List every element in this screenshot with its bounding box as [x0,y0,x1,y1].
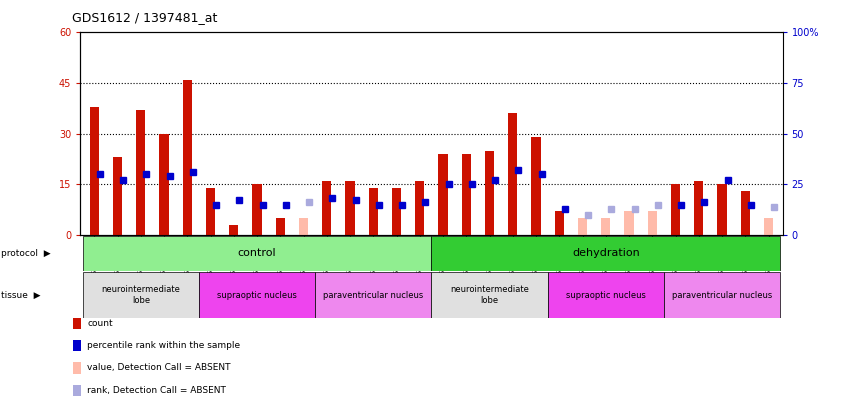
Bar [392,188,401,235]
Text: neurointermediate
lobe: neurointermediate lobe [102,286,180,305]
Text: neurointermediate
lobe: neurointermediate lobe [450,286,529,305]
Text: tissue  ▶: tissue ▶ [1,290,41,300]
Text: supraoptic nucleus: supraoptic nucleus [566,290,645,300]
Bar [648,211,657,235]
Bar [199,272,316,318]
Bar [83,236,431,271]
Text: GDS1612 / 1397481_at: GDS1612 / 1397481_at [72,11,217,24]
Text: paraventricular nucleus: paraventricular nucleus [323,290,424,300]
Bar [73,385,81,396]
Bar [136,110,146,235]
Bar [252,184,261,235]
Bar [113,157,122,235]
Text: supraoptic nucleus: supraoptic nucleus [217,290,297,300]
Bar [717,184,727,235]
Bar [671,184,680,235]
Bar [624,211,634,235]
Bar [695,181,704,235]
Bar [664,272,780,318]
Text: dehydration: dehydration [572,248,640,258]
Bar [578,218,587,235]
Bar [73,340,81,351]
Bar [602,218,611,235]
Bar [431,236,780,271]
Bar [547,272,664,318]
Bar [345,181,354,235]
Bar [73,318,81,329]
Bar [316,272,431,318]
Text: value, Detection Call = ABSENT: value, Detection Call = ABSENT [87,363,231,372]
Bar [299,218,308,235]
Bar [555,211,564,235]
Bar [183,80,192,235]
Bar [90,107,99,235]
Bar [229,225,239,235]
Bar [438,154,448,235]
Bar [83,272,199,318]
Text: percentile rank within the sample: percentile rank within the sample [87,341,240,350]
Bar [276,218,285,235]
Bar [73,362,81,373]
Bar [462,154,471,235]
Text: rank, Detection Call = ABSENT: rank, Detection Call = ABSENT [87,386,226,394]
Text: control: control [238,248,277,258]
Text: paraventricular nucleus: paraventricular nucleus [672,290,772,300]
Text: protocol  ▶: protocol ▶ [1,249,51,258]
Bar [415,181,425,235]
Bar [159,134,168,235]
Bar [206,188,215,235]
Bar [369,188,378,235]
Bar [531,137,541,235]
Bar [741,191,750,235]
Text: count: count [87,319,113,328]
Bar [431,272,547,318]
Bar [485,151,494,235]
Bar [322,181,332,235]
Bar [508,113,518,235]
Bar [764,218,773,235]
